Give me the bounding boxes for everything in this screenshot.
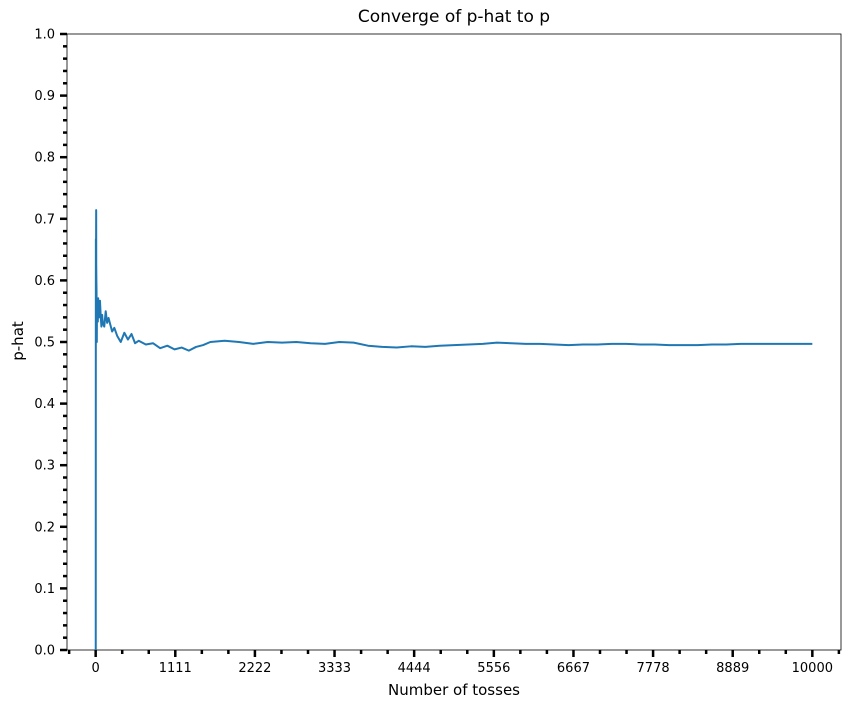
x-tick-label: 4444 xyxy=(398,661,431,676)
y-tick-label: 1.0 xyxy=(34,28,55,43)
x-tick-label: 10000 xyxy=(792,661,833,676)
y-tick-label: 0.0 xyxy=(34,644,55,659)
y-axis: 0.0 0.1 0.2 0.3 0.4 0.5 0.6 0.7 0.8 0.9 1.0 xyxy=(34,28,67,659)
y-tick-label: 0.6 xyxy=(34,274,55,289)
x-tick-label: 7778 xyxy=(637,661,670,676)
y-tick-label: 0.9 xyxy=(34,89,55,104)
x-tick-label: 0 xyxy=(92,661,100,676)
x-tick-label: 1111 xyxy=(159,661,192,676)
y-tick-label: 0.3 xyxy=(34,459,55,474)
x-tick-label: 5556 xyxy=(477,661,510,676)
x-tick-label: 2222 xyxy=(238,661,271,676)
y-tick-label: 0.8 xyxy=(34,151,55,166)
axes-frame xyxy=(66,33,842,651)
series-line xyxy=(94,209,813,651)
x-tick-label: 3333 xyxy=(318,661,351,676)
y-tick-label: 0.4 xyxy=(34,397,55,412)
chart-title: Converge of p-hat to p xyxy=(358,7,550,27)
x-axis: 0 1111 2222 3333 4444 5556 6667 7778 8889 10000 xyxy=(67,650,841,676)
y-tick-label: 0.5 xyxy=(34,336,55,351)
x-tick-label: 8889 xyxy=(716,661,749,676)
series-group xyxy=(94,209,813,651)
y-tick-label: 0.1 xyxy=(34,582,55,597)
y-axis-title: p-hat xyxy=(9,321,27,361)
plot-area xyxy=(66,33,842,651)
x-tick-label: 6667 xyxy=(557,661,590,676)
x-axis-title: Number of tosses xyxy=(388,681,520,699)
y-tick-label: 0.2 xyxy=(34,520,55,535)
y-tick-label: 0.7 xyxy=(34,212,55,227)
